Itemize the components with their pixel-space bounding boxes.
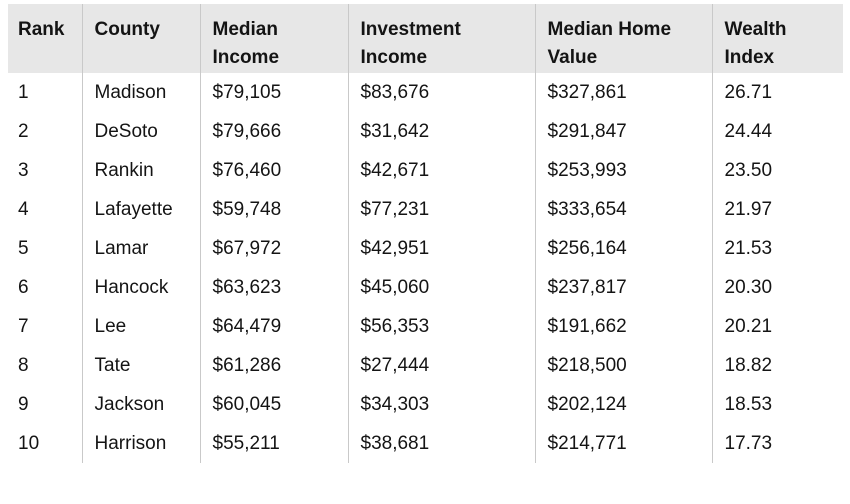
cell-investment_income: $83,676 bbox=[347, 73, 535, 112]
cell-median_income: $67,972 bbox=[199, 229, 348, 268]
cell-median_home_value: $202,124 bbox=[534, 385, 712, 424]
cell-median_income: $76,460 bbox=[199, 151, 348, 190]
cell-county: Rankin bbox=[81, 151, 200, 190]
table-row: 10 Harrison $55,211 $38,681 $214,771 17.73 bbox=[8, 424, 843, 463]
cell-county: Harrison bbox=[81, 424, 200, 463]
cell-rank: 10 bbox=[8, 424, 82, 463]
cell-median_home_value: $253,993 bbox=[534, 151, 712, 190]
cell-county: Lamar bbox=[81, 229, 200, 268]
header-cell-investment_income: Investment Income bbox=[347, 4, 535, 73]
cell-median_income: $59,748 bbox=[199, 190, 348, 229]
cell-wealth_index: 24.44 bbox=[711, 112, 843, 151]
cell-wealth_index: 23.50 bbox=[711, 151, 843, 190]
cell-median_home_value: $218,500 bbox=[534, 346, 712, 385]
cell-median_home_value: $214,771 bbox=[534, 424, 712, 463]
cell-rank: 8 bbox=[8, 346, 82, 385]
cell-investment_income: $56,353 bbox=[347, 307, 535, 346]
cell-wealth_index: 21.53 bbox=[711, 229, 843, 268]
table-body: 1 Madison $79,105 $83,676 $327,861 26.71 2 DeSo… bbox=[8, 73, 843, 463]
cell-median_income: $79,666 bbox=[199, 112, 348, 151]
cell-wealth_index: 17.73 bbox=[711, 424, 843, 463]
cell-county: Lee bbox=[81, 307, 200, 346]
cell-median_income: $63,623 bbox=[199, 268, 348, 307]
cell-median_income: $64,479 bbox=[199, 307, 348, 346]
cell-median_home_value: $333,654 bbox=[534, 190, 712, 229]
header-cell-county: County bbox=[81, 4, 200, 73]
cell-median_income: $55,211 bbox=[199, 424, 348, 463]
county-wealth-table-container: Rank County Median Income Investment Income… bbox=[8, 4, 843, 463]
cell-rank: 2 bbox=[8, 112, 82, 151]
cell-investment_income: $38,681 bbox=[347, 424, 535, 463]
table-row: 4 Lafayette $59,748 $77,231 $333,654 21.97 bbox=[8, 190, 843, 229]
cell-median_income: $79,105 bbox=[199, 73, 348, 112]
cell-rank: 5 bbox=[8, 229, 82, 268]
table-row: 7 Lee $64,479 $56,353 $191,662 20.21 bbox=[8, 307, 843, 346]
cell-rank: 6 bbox=[8, 268, 82, 307]
cell-wealth_index: 26.71 bbox=[711, 73, 843, 112]
cell-investment_income: $42,671 bbox=[347, 151, 535, 190]
cell-county: Lafayette bbox=[81, 190, 200, 229]
cell-median_home_value: $191,662 bbox=[534, 307, 712, 346]
cell-median_income: $61,286 bbox=[199, 346, 348, 385]
cell-median_home_value: $237,817 bbox=[534, 268, 712, 307]
header-cell-median_income: Median Income bbox=[199, 4, 348, 73]
header-cell-median_home_value: Median Home Value bbox=[534, 4, 712, 73]
cell-rank: 4 bbox=[8, 190, 82, 229]
cell-investment_income: $45,060 bbox=[347, 268, 535, 307]
table-row: 3 Rankin $76,460 $42,671 $253,993 23.50 bbox=[8, 151, 843, 190]
table-row: 1 Madison $79,105 $83,676 $327,861 26.71 bbox=[8, 73, 843, 112]
cell-investment_income: $34,303 bbox=[347, 385, 535, 424]
table-row: 6 Hancock $63,623 $45,060 $237,817 20.30 bbox=[8, 268, 843, 307]
cell-wealth_index: 20.21 bbox=[711, 307, 843, 346]
cell-rank: 9 bbox=[8, 385, 82, 424]
cell-county: Madison bbox=[81, 73, 200, 112]
header-cell-rank: Rank bbox=[8, 4, 82, 73]
table-row: 2 DeSoto $79,666 $31,642 $291,847 24.44 bbox=[8, 112, 843, 151]
cell-median_income: $60,045 bbox=[199, 385, 348, 424]
cell-county: Hancock bbox=[81, 268, 200, 307]
cell-rank: 3 bbox=[8, 151, 82, 190]
table-row: 5 Lamar $67,972 $42,951 $256,164 21.53 bbox=[8, 229, 843, 268]
table-row: 8 Tate $61,286 $27,444 $218,500 18.82 bbox=[8, 346, 843, 385]
cell-investment_income: $27,444 bbox=[347, 346, 535, 385]
cell-investment_income: $42,951 bbox=[347, 229, 535, 268]
cell-wealth_index: 18.82 bbox=[711, 346, 843, 385]
cell-county: Jackson bbox=[81, 385, 200, 424]
table-header: Rank County Median Income Investment Income… bbox=[8, 4, 843, 73]
cell-median_home_value: $327,861 bbox=[534, 73, 712, 112]
cell-wealth_index: 18.53 bbox=[711, 385, 843, 424]
county-wealth-table: Rank County Median Income Investment Income… bbox=[8, 4, 843, 463]
header-cell-wealth_index: Wealth Index bbox=[711, 4, 843, 73]
header-row: Rank County Median Income Investment Income… bbox=[8, 4, 843, 73]
cell-median_home_value: $291,847 bbox=[534, 112, 712, 151]
cell-median_home_value: $256,164 bbox=[534, 229, 712, 268]
cell-wealth_index: 21.97 bbox=[711, 190, 843, 229]
cell-county: Tate bbox=[81, 346, 200, 385]
cell-rank: 7 bbox=[8, 307, 82, 346]
cell-investment_income: $31,642 bbox=[347, 112, 535, 151]
cell-wealth_index: 20.30 bbox=[711, 268, 843, 307]
table-row: 9 Jackson $60,045 $34,303 $202,124 18.53 bbox=[8, 385, 843, 424]
cell-investment_income: $77,231 bbox=[347, 190, 535, 229]
cell-county: DeSoto bbox=[81, 112, 200, 151]
cell-rank: 1 bbox=[8, 73, 82, 112]
